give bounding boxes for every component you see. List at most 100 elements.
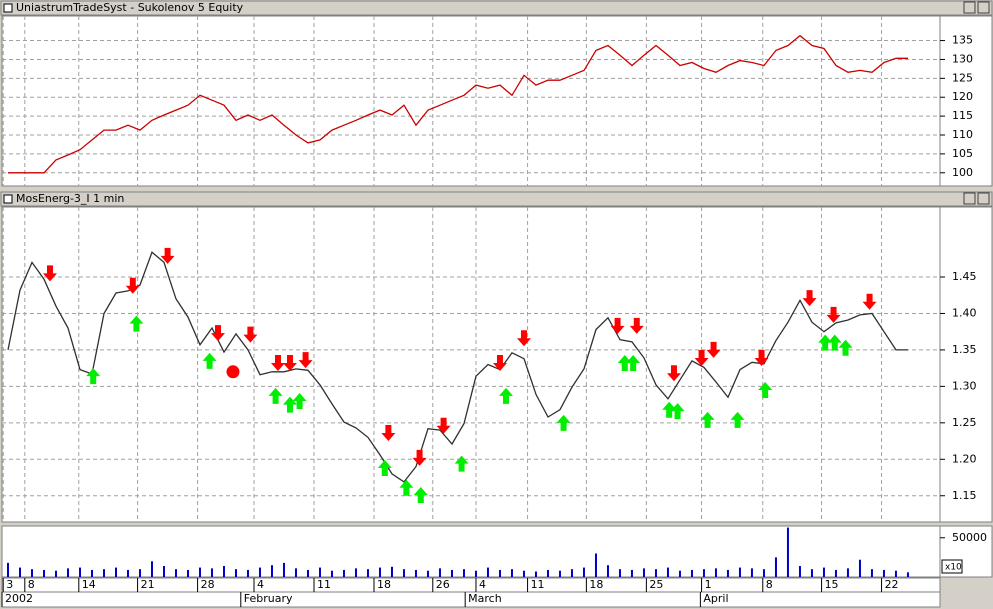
volume-bar bbox=[690, 569, 693, 577]
x-tick-label: 28 bbox=[201, 578, 215, 591]
plot-area bbox=[1, 15, 941, 187]
volume-bar bbox=[102, 569, 105, 577]
volume-bar bbox=[846, 568, 849, 577]
volume-bar bbox=[54, 570, 57, 577]
volume-bar bbox=[786, 527, 789, 577]
y-tick-label: 1.40 bbox=[952, 306, 977, 319]
y-tick-label: 120 bbox=[952, 90, 973, 103]
volume-bar bbox=[726, 569, 729, 577]
x-tick-label: 18 bbox=[589, 578, 603, 591]
volume-bar bbox=[294, 568, 297, 577]
volume-bar bbox=[18, 567, 21, 577]
y-tick-label: 1.45 bbox=[952, 270, 977, 283]
volume-bar bbox=[258, 567, 261, 577]
restore-button[interactable] bbox=[963, 192, 976, 205]
volume-bar bbox=[210, 568, 213, 577]
panel-icon bbox=[3, 194, 13, 204]
buy-arrow bbox=[730, 411, 745, 428]
x-tick-label: 11 bbox=[531, 578, 545, 591]
maximize-button[interactable] bbox=[977, 1, 990, 14]
sell-arrow bbox=[436, 417, 451, 434]
volume-bar bbox=[510, 569, 513, 577]
y-tick-label: 135 bbox=[952, 34, 973, 47]
buy-arrow bbox=[758, 382, 773, 399]
sell-arrow bbox=[706, 341, 721, 358]
sell-arrow bbox=[381, 425, 396, 442]
x-tick-label: 26 bbox=[436, 578, 450, 591]
volume-bar bbox=[534, 571, 537, 577]
buy-arrow bbox=[454, 455, 469, 472]
buy-arrow bbox=[399, 479, 414, 496]
volume-bar bbox=[198, 567, 201, 577]
volume-bar bbox=[522, 570, 525, 577]
buy-arrow bbox=[617, 355, 632, 372]
volume-bar bbox=[126, 569, 129, 577]
panel-title: UniastrumTradeSyst - Sukolenov 5 Equity bbox=[16, 1, 244, 14]
volume-bar bbox=[150, 561, 153, 577]
x-tick-label: 22 bbox=[885, 578, 899, 591]
sell-arrow bbox=[754, 349, 769, 366]
volume-bar bbox=[426, 570, 429, 577]
volume-bar bbox=[234, 569, 237, 577]
volume-bar bbox=[798, 566, 801, 577]
y-tick-label: 1.20 bbox=[952, 452, 977, 465]
buy-arrow bbox=[662, 401, 677, 418]
panel-title: MosEnerg-3_I 1 min bbox=[16, 192, 124, 205]
volume-bar bbox=[462, 569, 465, 577]
volume-bar bbox=[858, 559, 861, 577]
x-tick-label: 18 bbox=[377, 578, 391, 591]
x-tick-label: 3 bbox=[6, 578, 13, 591]
buy-arrow bbox=[670, 403, 685, 420]
volume-bar bbox=[546, 569, 549, 577]
volume-bar bbox=[282, 562, 285, 577]
plot-area bbox=[1, 206, 941, 523]
y-tick-label: 1.35 bbox=[952, 343, 977, 356]
exit-marker bbox=[225, 364, 241, 380]
y-tick-label: 130 bbox=[952, 52, 973, 65]
volume-bar bbox=[486, 567, 489, 577]
volume-bar bbox=[390, 566, 393, 577]
y-tick-label: 1.30 bbox=[952, 379, 977, 392]
restore-button[interactable] bbox=[963, 1, 976, 14]
volume-bar bbox=[606, 565, 609, 577]
month-label: February bbox=[244, 592, 293, 605]
y-tick-label: 110 bbox=[952, 128, 973, 141]
volume-bar bbox=[738, 567, 741, 577]
volume-bar bbox=[6, 562, 9, 577]
buy-arrow bbox=[202, 352, 217, 369]
volume-bar bbox=[630, 569, 633, 577]
volume-bar bbox=[42, 569, 45, 577]
volume-bar bbox=[834, 569, 837, 577]
sell-arrow bbox=[125, 277, 140, 294]
volume-bar bbox=[678, 570, 681, 577]
volume-bar bbox=[342, 569, 345, 577]
sell-arrow bbox=[802, 290, 817, 307]
volume-bar bbox=[714, 568, 717, 577]
volume-bar bbox=[306, 569, 309, 577]
buy-arrow bbox=[827, 334, 842, 351]
volume-bar bbox=[90, 569, 93, 577]
x-tick-label: 8 bbox=[28, 578, 35, 591]
x-tick-label: 8 bbox=[766, 578, 773, 591]
sell-arrow bbox=[270, 355, 285, 372]
volume-bar bbox=[474, 570, 477, 577]
title-bar bbox=[0, 191, 993, 207]
sell-arrow bbox=[666, 365, 681, 382]
volume-bar bbox=[570, 569, 573, 577]
x-tick-label: 4 bbox=[257, 578, 264, 591]
sell-arrow bbox=[412, 449, 427, 466]
y-tick-label: 50000 bbox=[952, 531, 987, 544]
sell-arrow bbox=[610, 317, 625, 334]
volume-bar bbox=[882, 569, 885, 577]
volume-bar bbox=[330, 570, 333, 577]
volume-bar bbox=[402, 569, 405, 577]
volume-bar bbox=[66, 568, 69, 577]
x-tick-label: 14 bbox=[82, 578, 96, 591]
volume-bar bbox=[246, 569, 249, 577]
maximize-button[interactable] bbox=[977, 192, 990, 205]
volume-bar bbox=[762, 569, 765, 577]
axis-area bbox=[939, 206, 993, 523]
volume-bar bbox=[450, 569, 453, 577]
x-tick-label: 1 bbox=[705, 578, 712, 591]
